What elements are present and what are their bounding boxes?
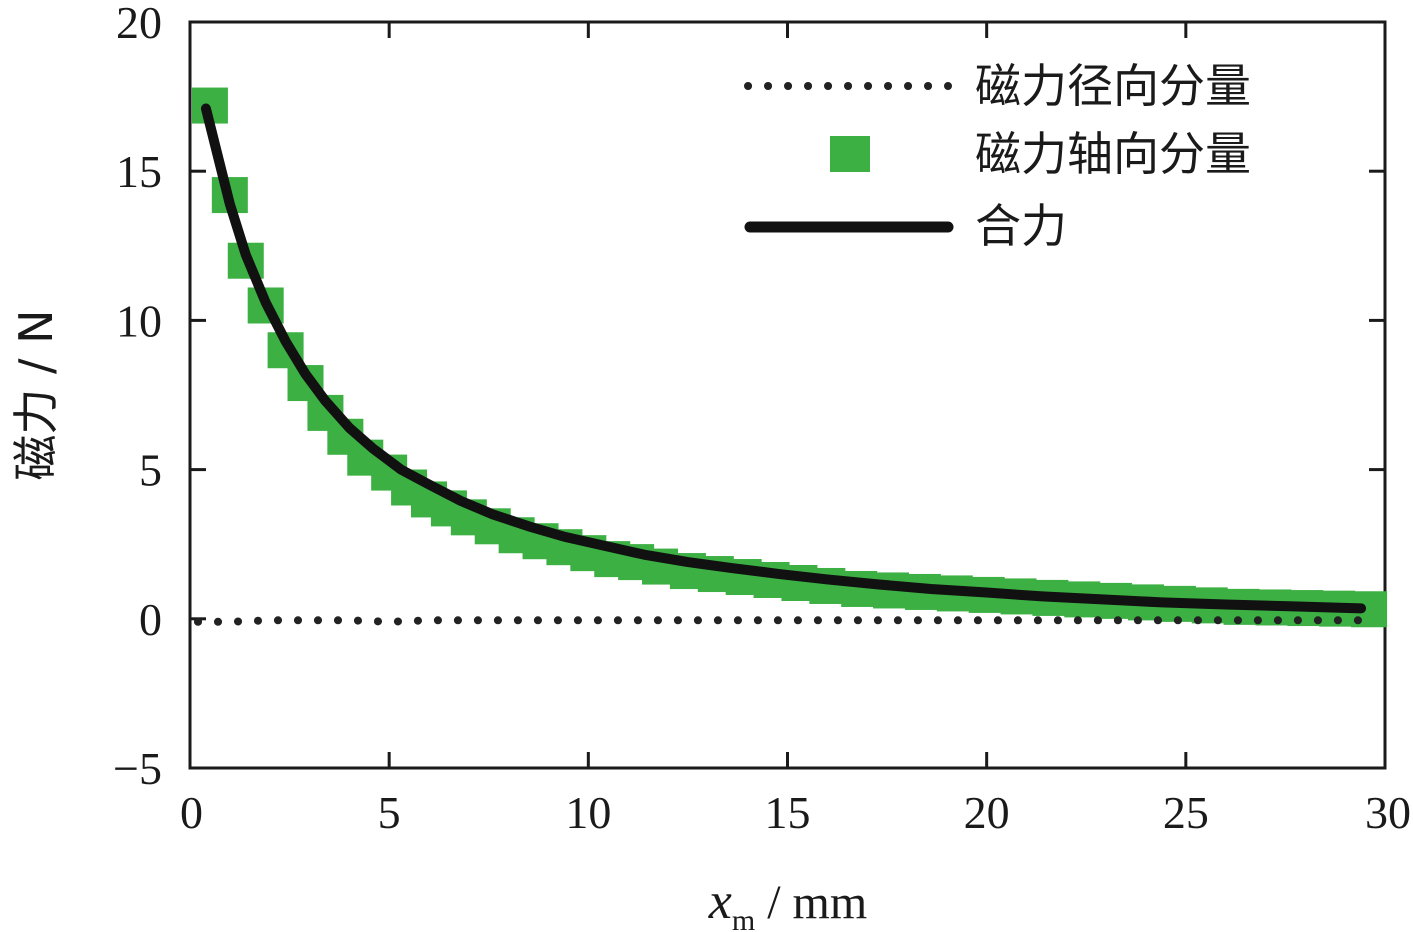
x-axis-title-unit: / mm — [755, 876, 867, 929]
legend: 磁力径向分量 磁力轴向分量 合力 — [744, 59, 1251, 253]
y-axis-title: 磁力 / N — [9, 309, 63, 480]
legend-item-resultant: 合力 — [744, 199, 1067, 253]
y-axis-ticks: −5 0 5 10 15 20 — [113, 0, 1385, 794]
legend-label-resultant: 合力 — [975, 199, 1067, 253]
x-axis-ticks: 0 5 10 15 20 25 30 — [180, 22, 1411, 838]
y-tick-label: 5 — [139, 445, 162, 496]
x-axis-title-variable: x — [708, 873, 732, 930]
y-tick-label: 15 — [116, 146, 162, 197]
legend-item-radial: 磁力径向分量 — [744, 59, 1251, 113]
x-tick-label: 10 — [565, 787, 611, 838]
legend-item-axial: 磁力轴向分量 — [830, 127, 1251, 181]
resultant-line — [200, 103, 1367, 614]
x-tick-label: 0 — [180, 787, 203, 838]
x-tick-label: 30 — [1365, 787, 1411, 838]
x-tick-label: 20 — [964, 787, 1010, 838]
y-tick-label: 0 — [139, 594, 162, 645]
series-radial-component — [193, 616, 1382, 626]
legend-label-axial: 磁力轴向分量 — [975, 127, 1251, 181]
y-tick-label: 20 — [116, 0, 162, 48]
series-resultant-force — [200, 103, 1367, 614]
x-axis-title-subscript: m — [732, 904, 755, 932]
x-tick-label: 5 — [378, 787, 401, 838]
radial-line — [193, 616, 1382, 626]
x-tick-label: 25 — [1163, 787, 1209, 838]
y-tick-label: −5 — [113, 743, 162, 794]
legend-swatch-axial — [830, 136, 870, 172]
y-tick-label: 10 — [116, 295, 162, 346]
x-tick-label: 15 — [765, 787, 811, 838]
legend-label-radial: 磁力径向分量 — [975, 59, 1251, 113]
x-axis-title: xm / mm — [708, 873, 867, 932]
